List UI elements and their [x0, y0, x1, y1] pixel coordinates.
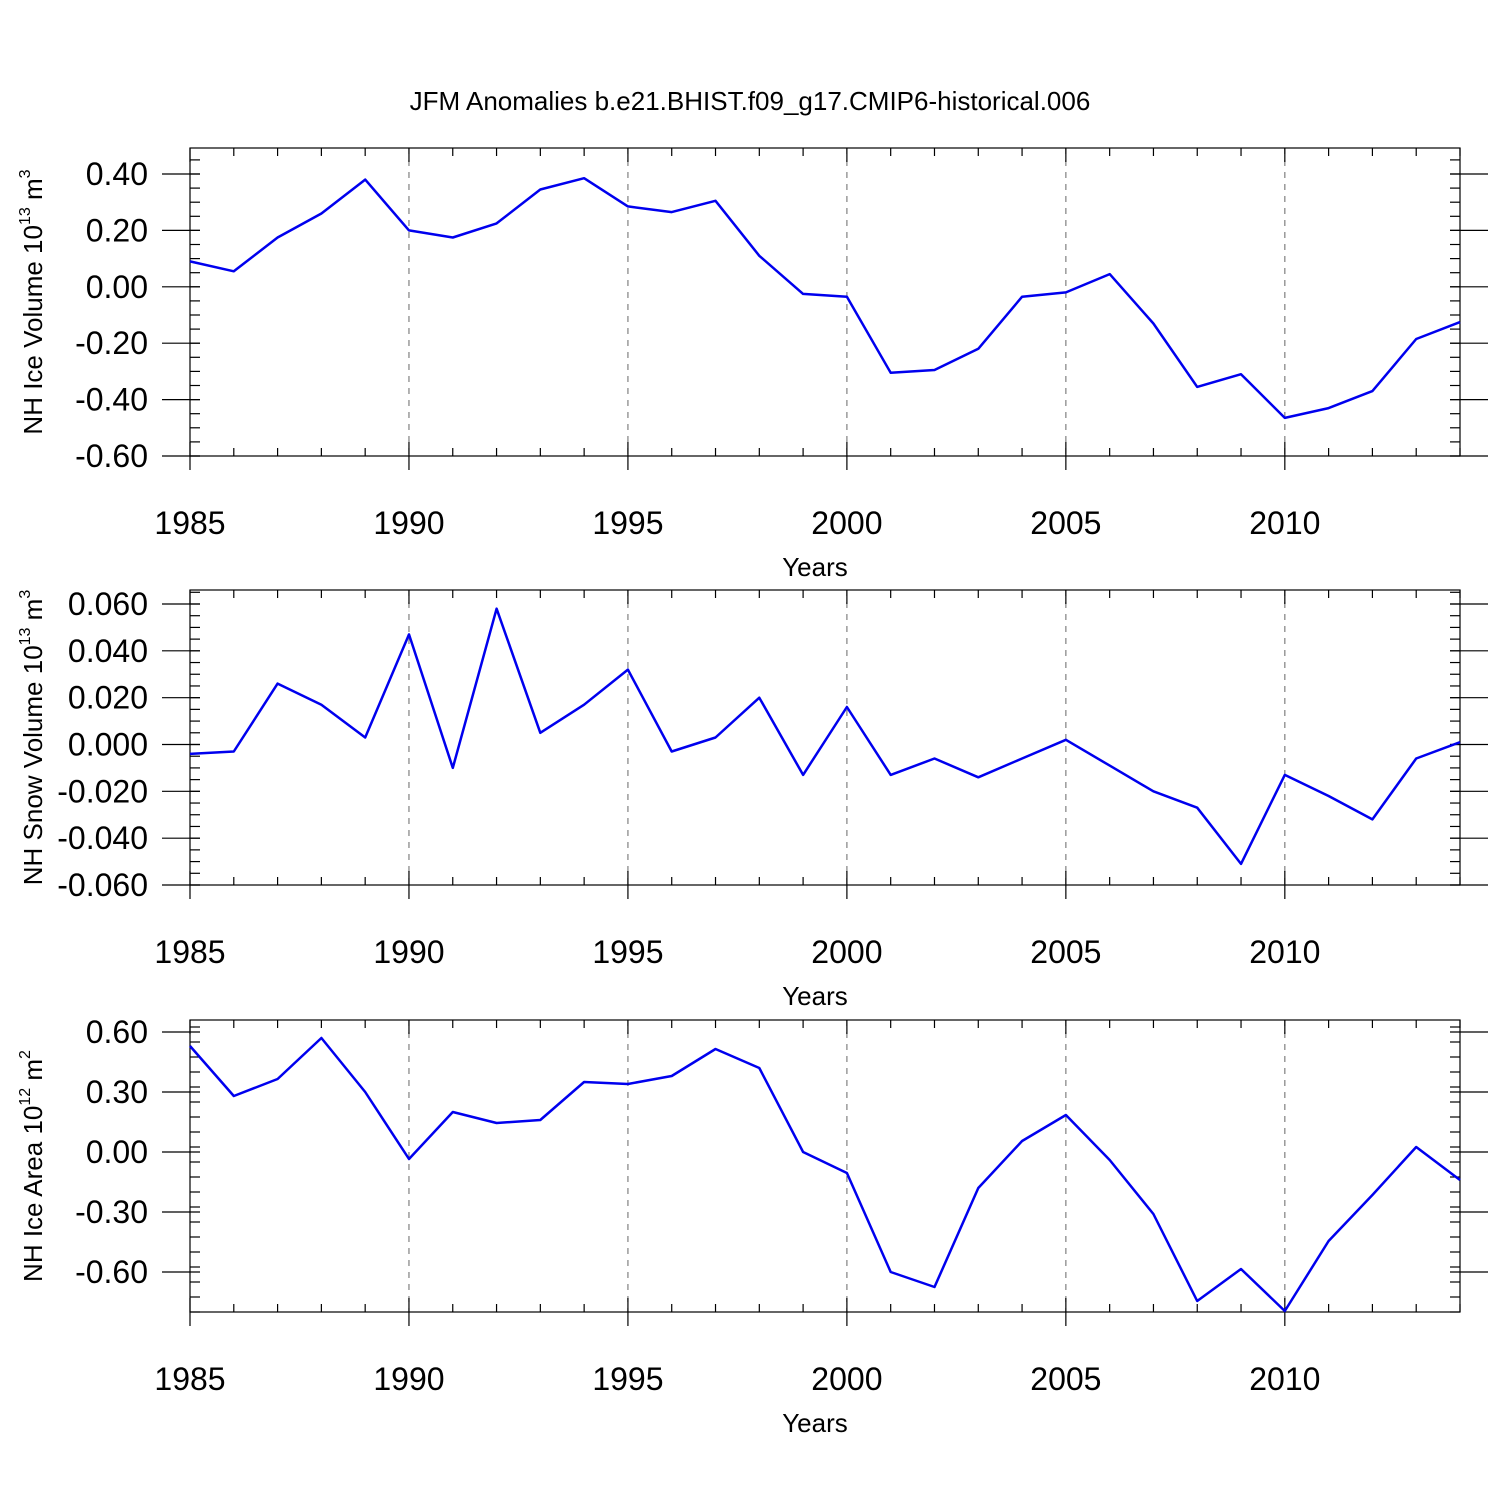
x-tick-label: 2010	[1249, 934, 1320, 970]
x-axis-title: Years	[782, 981, 848, 1011]
x-tick-label: 2005	[1030, 1361, 1101, 1397]
y-tick-label: 0.20	[86, 212, 148, 248]
panels: 1985 1990 1995 2000 2005 2010 0.40 0.20 0.00 -0.2…	[17, 147, 1488, 1438]
x-axis-title: Years	[782, 552, 848, 582]
y-axis-title-unit-exp: 3	[17, 590, 34, 599]
y-tick-label: -0.40	[75, 382, 148, 418]
x-tick-label: 1985	[154, 1361, 225, 1397]
x-tick-label: 2000	[811, 934, 882, 970]
y-tick-label: -0.040	[57, 820, 148, 856]
y-axis-title-exp: 13	[17, 207, 34, 225]
series-line	[189, 1036, 1461, 1313]
y-tick-label: -0.60	[75, 1254, 148, 1290]
plot-frame	[189, 589, 1461, 886]
y-tick-label: -0.020	[57, 773, 148, 809]
y-tick-label: 0.00	[86, 269, 148, 305]
y-tick-label: 0.040	[68, 633, 148, 669]
y-axis-title-unit: m	[18, 178, 48, 207]
y-axis-title-unit-exp: 3	[17, 169, 34, 178]
x-tick-label: 2000	[811, 1361, 882, 1397]
x-tick-label: 2010	[1249, 1361, 1320, 1397]
x-tick-label: 1995	[592, 1361, 663, 1397]
x-tick-label: 1985	[154, 505, 225, 541]
x-tick-label: 1995	[592, 505, 663, 541]
y-axis-title-exp: 12	[17, 1088, 34, 1106]
x-tick-label: 1990	[373, 1361, 444, 1397]
x-tick-label: 1985	[154, 934, 225, 970]
x-tick-label: 1990	[373, 505, 444, 541]
y-axis-title-unit: m	[18, 599, 48, 628]
x-tick-label: 1995	[592, 934, 663, 970]
y-tick-label: 0.60	[86, 1014, 148, 1050]
y-axis-title-unit: m	[18, 1059, 48, 1088]
y-axis-title: NH Ice Volume 1013 m3	[17, 169, 48, 434]
x-tick-label: 2010	[1249, 505, 1320, 541]
y-tick-label: 0.000	[68, 727, 148, 763]
series-line	[189, 607, 1461, 866]
panel-3: 1985 1990 1995 2000 2005 2010 0.60 0.30 0.00 -0.3…	[17, 1014, 1488, 1438]
y-tick-label: 0.020	[68, 680, 148, 716]
y-tick-label: 0.30	[86, 1074, 148, 1110]
y-tick-label: 0.00	[86, 1134, 148, 1170]
y-axis-title-main: NH Snow Volume 10	[18, 645, 48, 885]
y-axis-title-main: NH Ice Volume 10	[18, 225, 48, 435]
y-axis-title-unit-exp: 2	[17, 1050, 34, 1059]
x-tick-label: 1990	[373, 934, 444, 970]
x-tick-label: 2000	[811, 505, 882, 541]
plot-frame	[189, 1019, 1461, 1313]
y-tick-label: -0.060	[57, 867, 148, 903]
y-axis-title: NH Snow Volume 1013 m3	[17, 590, 48, 886]
x-tick-label: 2005	[1030, 934, 1101, 970]
y-tick-label: -0.20	[75, 325, 148, 361]
y-tick-label: -0.60	[75, 438, 148, 474]
y-axis-title-exp: 13	[17, 627, 34, 645]
figure-title: JFM Anomalies b.e21.BHIST.f09_g17.CMIP6-…	[410, 86, 1091, 116]
series-line	[189, 176, 1461, 420]
y-tick-label: -0.30	[75, 1194, 148, 1230]
y-tick-label: 0.060	[68, 586, 148, 622]
y-tick-label: 0.40	[86, 156, 148, 192]
panel-1: 1985 1990 1995 2000 2005 2010 0.40 0.20 0.00 -0.2…	[17, 147, 1488, 582]
panel-2: 1985 1990 1995 2000 2005 2010 0.060 0.040 0.020 0…	[17, 586, 1488, 1011]
y-axis-title: NH Ice Area 1012 m2	[17, 1050, 48, 1282]
plot-frame	[189, 147, 1461, 457]
y-axis-title-main: NH Ice Area 10	[18, 1106, 48, 1282]
x-axis-title: Years	[782, 1408, 848, 1438]
x-tick-label: 2005	[1030, 505, 1101, 541]
